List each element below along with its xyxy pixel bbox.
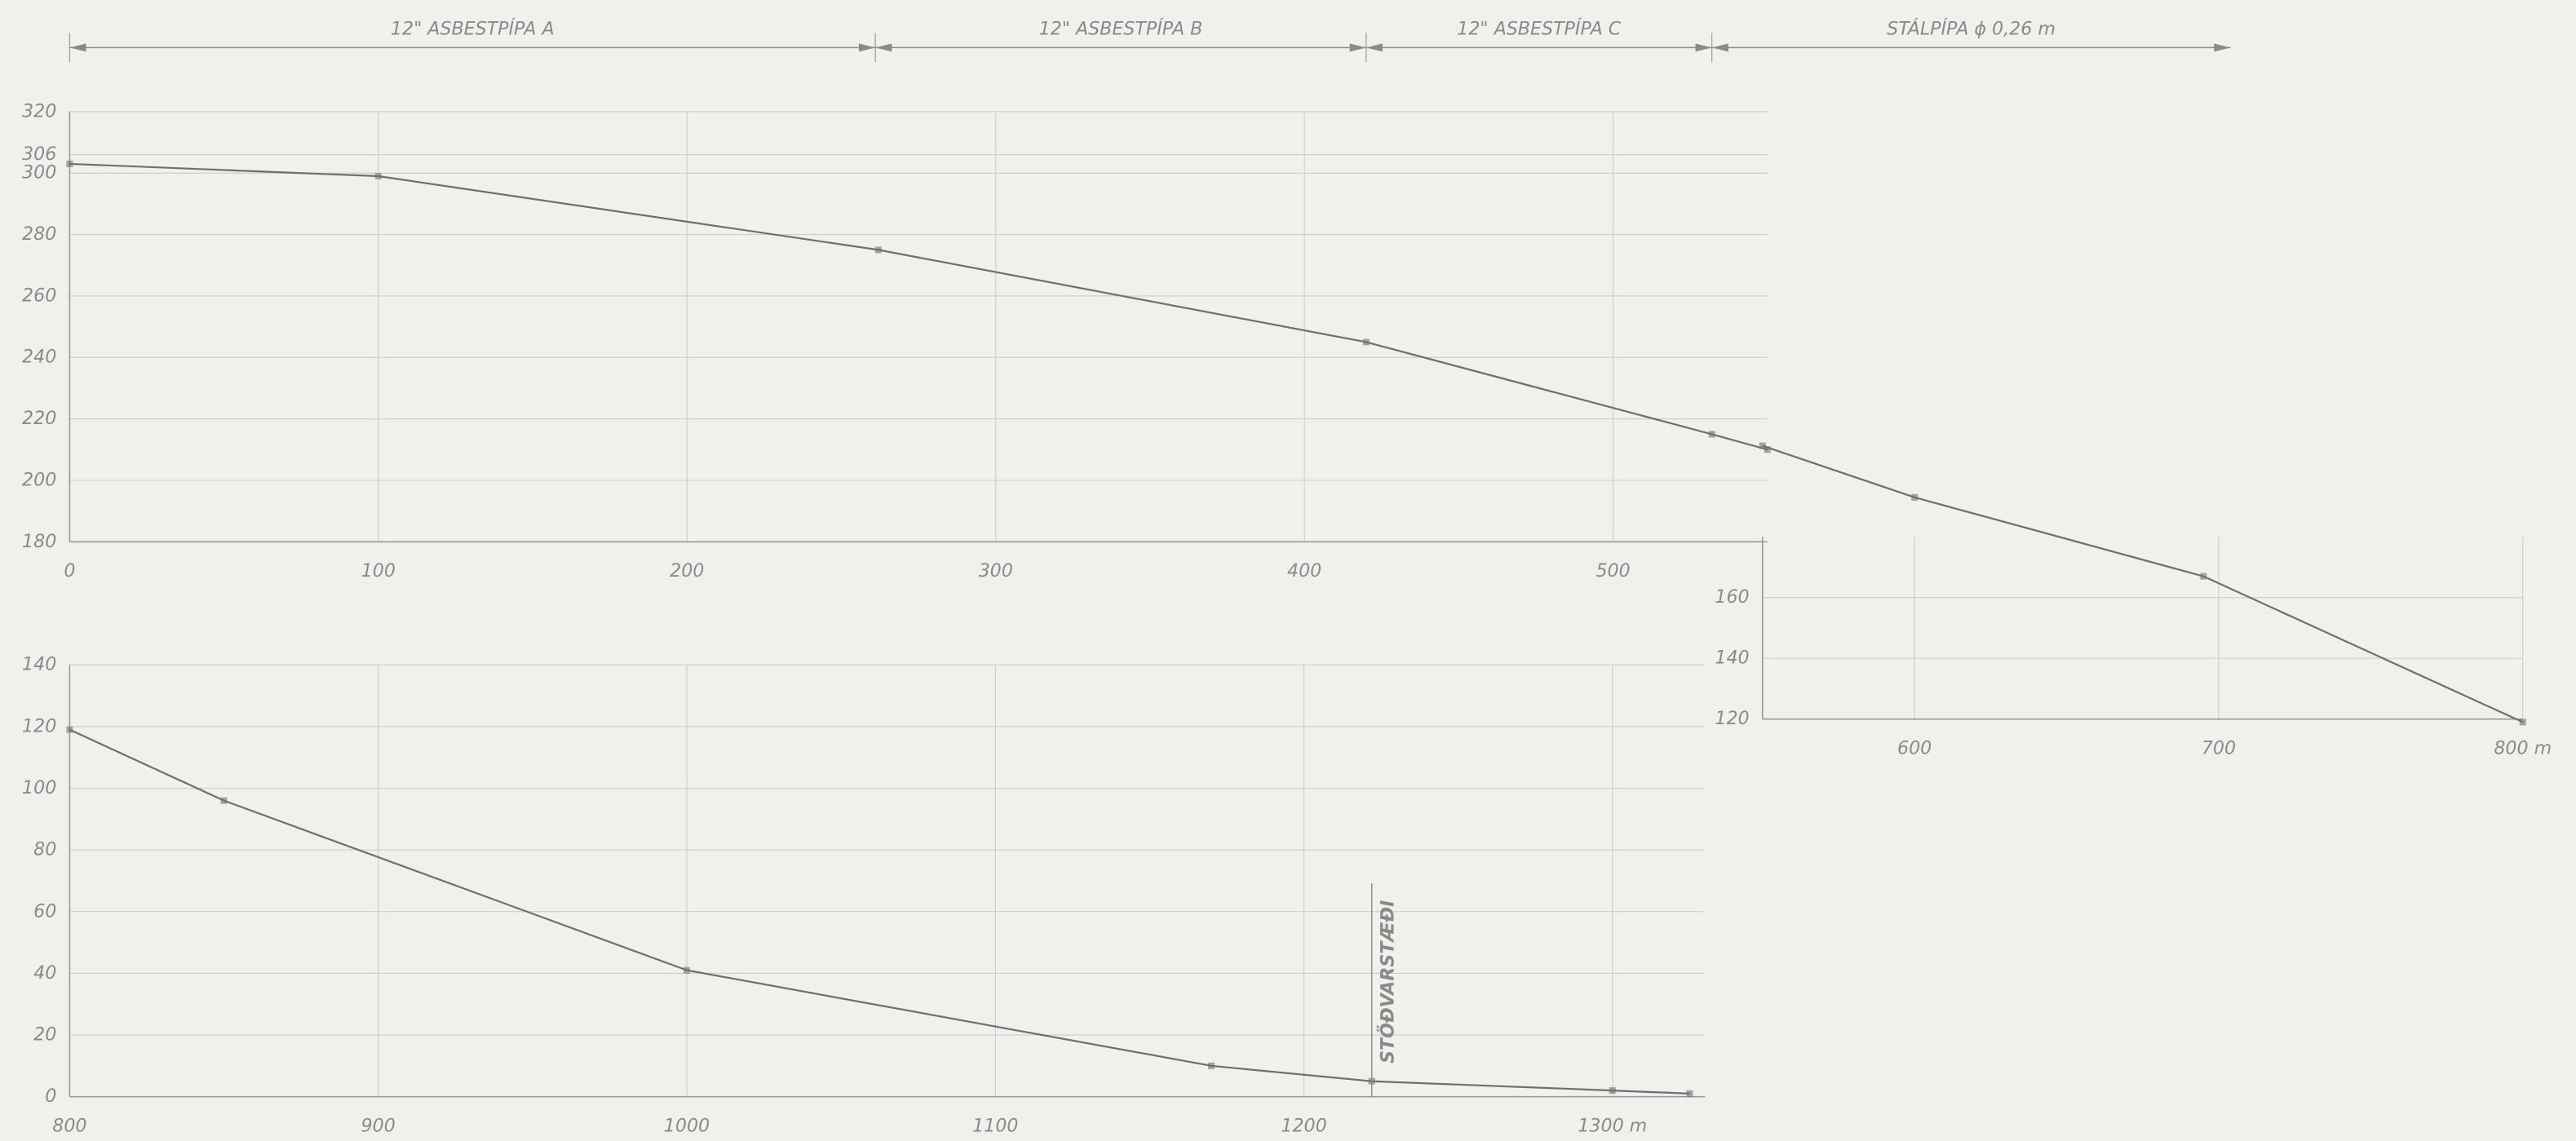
x-tick-label: 100 — [361, 560, 396, 582]
x-tick-label: 700 — [2202, 737, 2236, 758]
section-label: 12" ASBESTPÍPA B — [1039, 17, 1203, 40]
y-tick-label: 200 — [22, 469, 56, 490]
y-tick-label: 100 — [22, 777, 56, 798]
y-tick-label: 306 — [22, 144, 56, 165]
annotation-label: STÖÐVARSTÆÐI — [1375, 900, 1398, 1064]
section-label: 12" ASBESTPÍPA C — [1457, 17, 1622, 40]
y-tick-label: 240 — [22, 347, 56, 368]
profile-point — [1759, 442, 1766, 449]
x-tick-label: 800 — [52, 1115, 86, 1136]
profile-point — [1686, 1090, 1693, 1097]
profile-point — [220, 797, 228, 804]
x-tick-label: 1000 — [664, 1115, 710, 1136]
x-tick-label: 1300 m — [1578, 1115, 1647, 1136]
y-tick-label: 60 — [33, 900, 56, 922]
x-tick-label: 800 m — [2494, 737, 2552, 758]
y-tick-label: 80 — [33, 839, 56, 860]
y-tick-label: 120 — [22, 715, 56, 736]
y-tick-label: 140 — [1715, 648, 1749, 669]
y-tick-label: 160 — [1715, 586, 1749, 608]
profile-point — [2519, 719, 2526, 726]
profile-point — [874, 246, 882, 254]
y-tick-label: 120 — [1715, 708, 1749, 729]
section-label: 12" ASBESTPÍPA A — [391, 17, 555, 40]
x-tick-label: 400 — [1287, 560, 1321, 582]
x-tick-label: 600 — [1897, 737, 1932, 758]
y-tick-label: 220 — [22, 408, 56, 429]
profile-line — [1762, 444, 2524, 723]
profile-line — [69, 162, 1768, 451]
x-tick-label: 300 — [979, 560, 1013, 582]
y-tick-label: 20 — [33, 1024, 56, 1046]
y-tick-label: 280 — [22, 223, 56, 245]
profile-point — [66, 726, 73, 733]
profile-point — [1362, 338, 1370, 346]
x-tick-label: 900 — [361, 1115, 396, 1136]
profile-point — [683, 966, 690, 974]
profile-point — [374, 172, 382, 180]
y-tick-label: 140 — [22, 654, 56, 675]
section-label: STÁLPÍPA ϕ 0,26 m — [1887, 17, 2056, 40]
profile-point — [1208, 1062, 1215, 1069]
profile-point — [1708, 431, 1715, 438]
y-tick-label: 320 — [22, 100, 56, 122]
y-tick-label: 260 — [22, 285, 56, 306]
x-tick-label: 200 — [670, 560, 704, 582]
x-tick-label: 0 — [64, 560, 75, 582]
profile-point — [66, 160, 73, 167]
profile-point — [1609, 1087, 1616, 1095]
x-tick-label: 1200 — [1281, 1115, 1326, 1136]
x-tick-label: 1100 — [972, 1115, 1018, 1136]
profile-point — [2200, 573, 2207, 580]
y-tick-label: 180 — [22, 531, 56, 552]
profile-point — [1911, 493, 1919, 501]
y-tick-label: 0 — [45, 1086, 56, 1107]
y-tick-label: 300 — [22, 162, 56, 184]
x-tick-label: 500 — [1596, 560, 1630, 582]
y-tick-label: 40 — [33, 962, 56, 984]
profile-point — [1764, 446, 1771, 453]
